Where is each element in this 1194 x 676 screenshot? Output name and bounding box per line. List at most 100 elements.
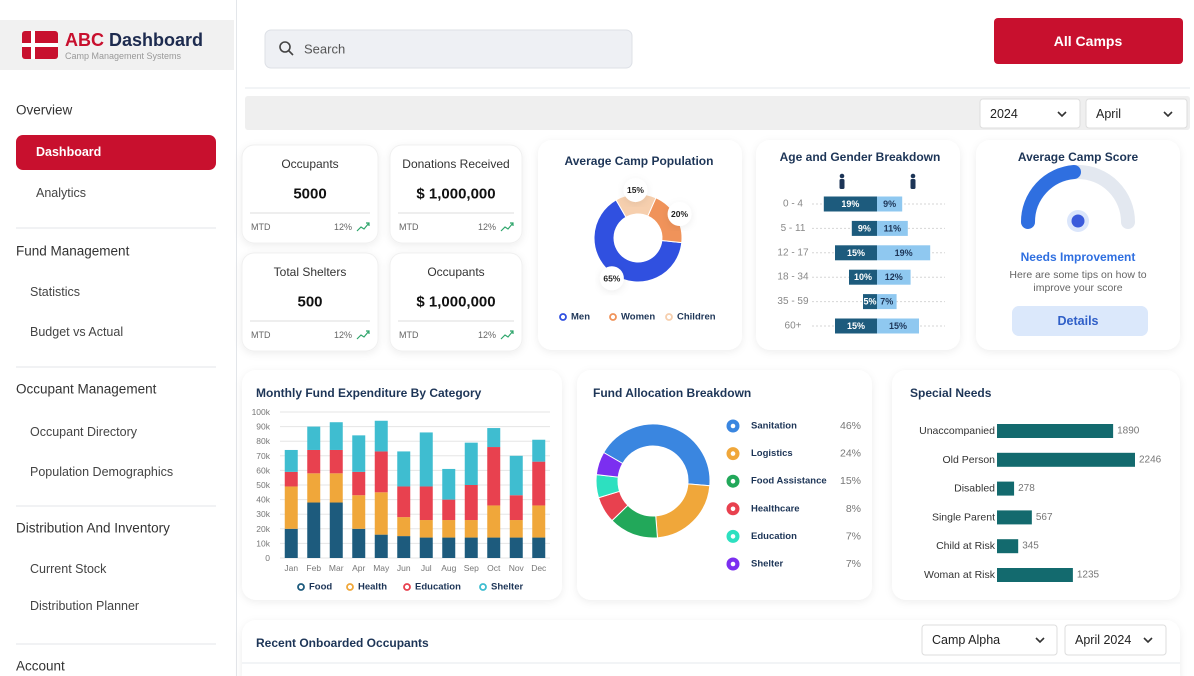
search-box[interactable]: [264, 29, 633, 69]
card: [756, 140, 960, 350]
bar: [877, 269, 911, 285]
legend-marker-dot: [730, 534, 736, 539]
nav-section-title[interactable]: Account: [16, 659, 65, 674]
bar-segment: [307, 426, 321, 450]
all-camps-button[interactable]: [994, 18, 1183, 64]
value-label: 7%: [880, 297, 893, 307]
nav-section-title[interactable]: Distribution And Inventory: [16, 521, 170, 536]
y-tick-label: 40k: [256, 495, 270, 505]
stat-card: [389, 144, 523, 244]
trend-icon: [356, 330, 370, 340]
camp-dropdown[interactable]: [921, 624, 1058, 656]
filter-bar: [245, 96, 1190, 130]
bar-segment: [419, 432, 433, 487]
logo-flag-cross: [31, 31, 35, 59]
card-title: Average Camp Score: [1018, 150, 1139, 164]
bar-segment: [464, 520, 478, 538]
nav-item[interactable]: Dashboard: [36, 145, 101, 159]
bar-segment: [284, 528, 298, 558]
bar-segment: [442, 499, 456, 521]
stat-card: [241, 144, 379, 244]
period-dropdown[interactable]: [1064, 624, 1167, 656]
bar-segment: [509, 537, 523, 558]
bar-segment: [284, 471, 298, 487]
bar-segment: [307, 449, 321, 474]
nav-item[interactable]: Population Demographics: [30, 465, 173, 479]
stat-change: 12%: [478, 330, 496, 340]
chevron-icon: [1143, 637, 1153, 644]
dropdown-value: April 2024: [1075, 633, 1131, 647]
trend-icon: [356, 222, 370, 232]
value-label: 24%: [840, 448, 861, 460]
value-label: 15%: [889, 321, 907, 331]
score-tip: Here are some tips on how to: [1009, 269, 1146, 281]
trend-icon: [500, 222, 514, 232]
bar: [835, 318, 877, 334]
bar-segment: [532, 461, 546, 506]
value-label-bubble: [599, 266, 624, 291]
sidebar: [0, 0, 236, 676]
button-label: All Camps: [1054, 33, 1123, 49]
person-icon: [839, 173, 845, 179]
bar: [823, 196, 877, 212]
legend-marker: [609, 313, 617, 321]
y-category-label: Single Parent: [932, 511, 995, 523]
nav-item[interactable]: Statistics: [30, 285, 80, 299]
y-tick-label: 20k: [256, 524, 270, 534]
bar: [877, 196, 903, 212]
stat-label: Occupants: [427, 265, 484, 279]
nav-item[interactable]: Current Stock: [30, 562, 107, 576]
legend-label: Healthcare: [751, 503, 800, 514]
bar-segment: [509, 520, 523, 538]
y-category-label: 60+: [785, 321, 802, 332]
y-tick-label: 60k: [256, 465, 270, 475]
value-label: 278: [1018, 483, 1035, 494]
value-label-bubble: [623, 178, 648, 203]
y-tick-label: 90k: [256, 422, 270, 432]
y-category-label: 5 - 11: [781, 223, 806, 234]
stat-card: [241, 252, 379, 352]
y-tick-label: 0: [265, 553, 270, 563]
x-tick-label: Jul: [421, 563, 432, 573]
y-category-label: 0 - 4: [783, 199, 803, 210]
bar-segment: [419, 537, 433, 558]
details-button[interactable]: [1012, 306, 1148, 336]
y-tick-label: 10k: [256, 538, 270, 548]
y-category-label: Old Person: [942, 454, 995, 466]
legend-label: Shelter: [491, 582, 524, 593]
chevron-icon: [1057, 111, 1067, 118]
card-title: Recent Onboarded Occupants: [256, 636, 429, 650]
bar: [835, 245, 877, 261]
legend-marker: [403, 583, 411, 591]
month-dropdown[interactable]: [1085, 98, 1188, 129]
y-category-label: 35 - 59: [777, 296, 809, 307]
y-category-label: 12 - 17: [777, 247, 809, 258]
y-category-label: 18 - 34: [777, 272, 809, 283]
x-tick-label: Nov: [509, 563, 525, 573]
nav-item[interactable]: Occupant Directory: [30, 425, 138, 439]
bar: [877, 318, 919, 334]
x-tick-label: May: [373, 563, 390, 573]
dropdown-value: April: [1096, 107, 1121, 121]
brand-name: Dashboard: [109, 30, 203, 50]
nav-item[interactable]: Distribution Planner: [30, 599, 139, 613]
nav-item[interactable]: Budget vs Actual: [30, 325, 123, 339]
chevron-icon: [1163, 111, 1173, 118]
value-label: 7%: [846, 558, 861, 570]
nav-section-title[interactable]: Overview: [16, 103, 73, 118]
value-label: 5%: [863, 297, 876, 307]
bar-segment: [397, 451, 411, 487]
value-label: 9%: [858, 223, 871, 233]
bar-segment: [374, 534, 388, 558]
search-icon: [279, 41, 291, 53]
nav-section-title[interactable]: Occupant Management: [16, 382, 157, 397]
stat-period: MTD: [399, 222, 419, 232]
nav-active[interactable]: [16, 135, 216, 170]
legend-marker-dot: [730, 478, 736, 484]
chart-title: Fund Allocation Breakdown: [593, 386, 751, 400]
year-dropdown[interactable]: [979, 98, 1081, 129]
nav-item[interactable]: Analytics: [36, 186, 86, 200]
value-label: 2246: [1139, 454, 1162, 465]
nav-section-title[interactable]: Fund Management: [16, 244, 130, 259]
